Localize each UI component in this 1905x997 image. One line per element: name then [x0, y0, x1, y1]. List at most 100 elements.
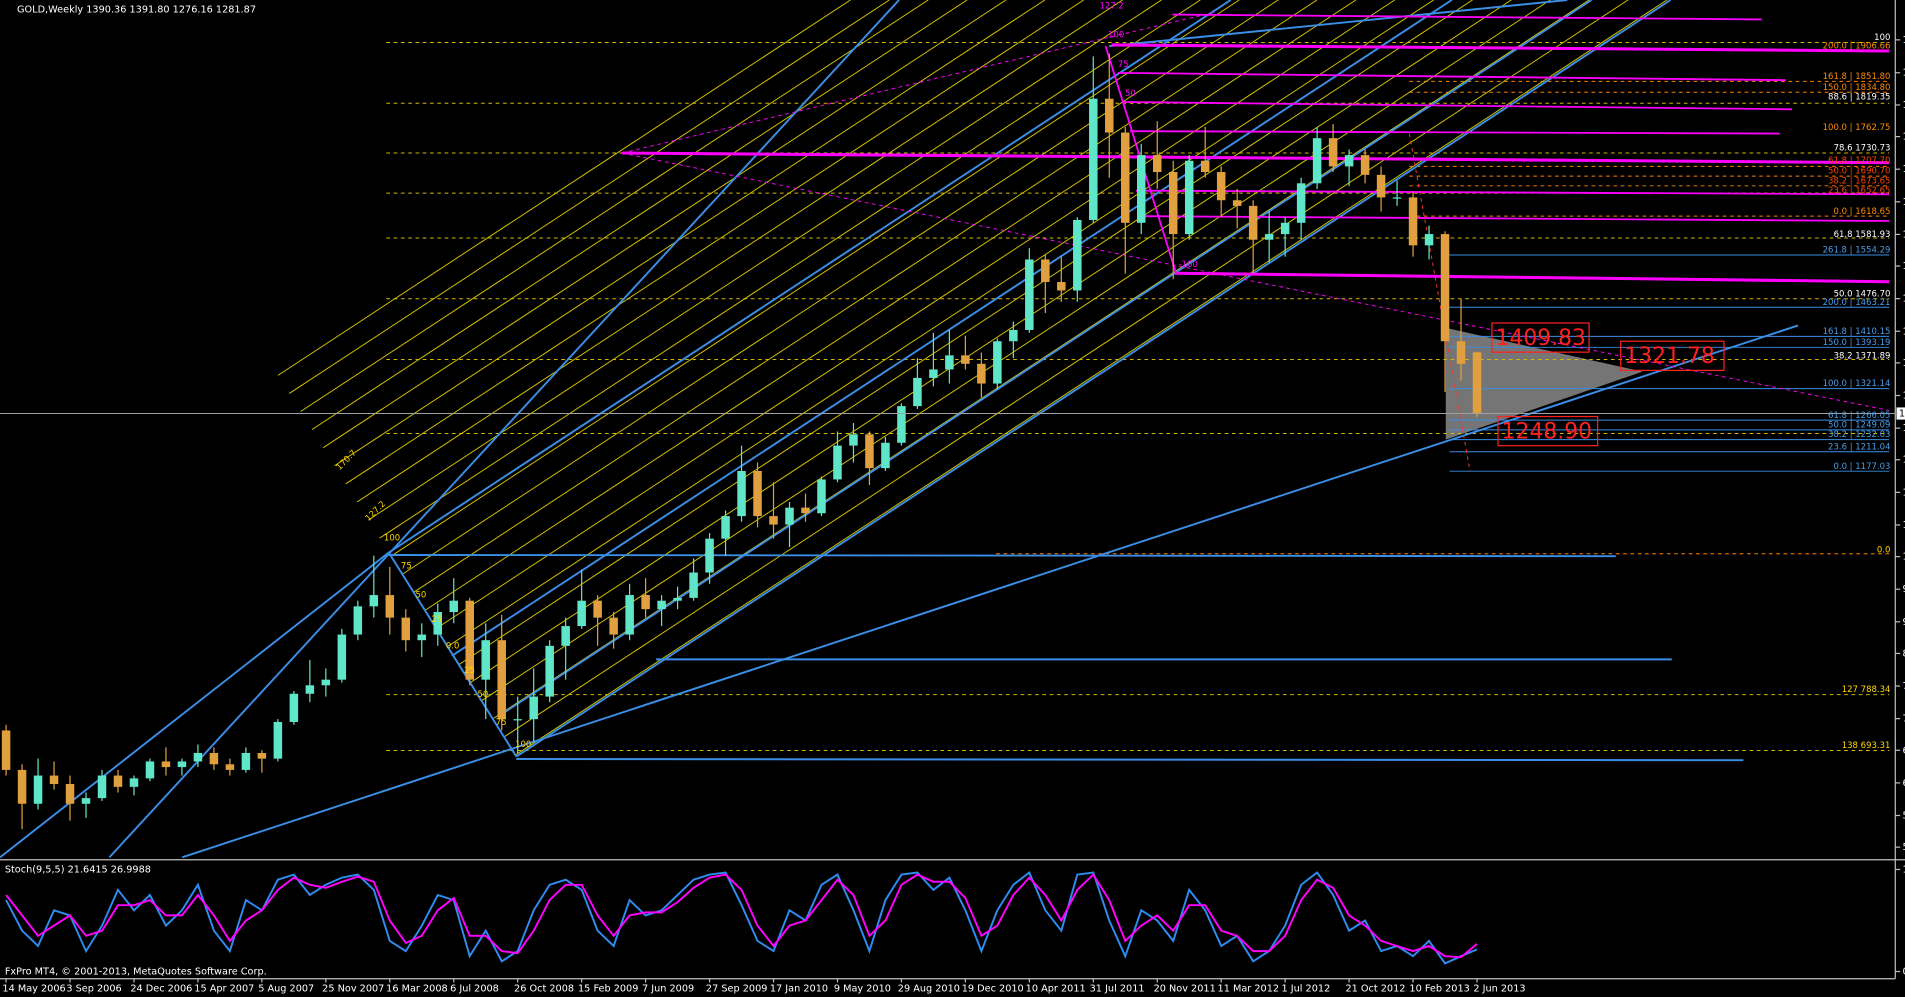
x-tick-label: 15 Apr 2007 — [194, 984, 254, 995]
candle-body — [369, 595, 379, 607]
x-tick-label: 21 Oct 2012 — [1345, 984, 1405, 995]
x-tick-label: 2 Jun 2013 — [1473, 984, 1525, 995]
annotation: 25 — [431, 615, 442, 625]
candle-body — [817, 479, 826, 514]
annotation: 50 — [1125, 89, 1136, 99]
x-tick-label: 20 Nov 2011 — [1154, 984, 1216, 995]
triangle — [1445, 327, 1643, 440]
annotation: 75 — [401, 561, 412, 571]
fan-line — [458, 0, 1473, 666]
candle-body — [993, 341, 1002, 384]
fib-lower — [1449, 254, 1890, 472]
x-tick-label: 25 Nov 2007 — [322, 984, 384, 995]
annotation: 50 — [416, 591, 427, 601]
fan-line — [379, 0, 1201, 539]
stoch-line — [5, 870, 1478, 965]
candle-body — [1472, 352, 1482, 414]
candle-body — [657, 600, 666, 610]
candle-body — [1073, 219, 1082, 291]
candle-body — [929, 369, 938, 378]
annotation: 75 — [1118, 60, 1129, 70]
annotation: 127.2 — [1100, 2, 1124, 12]
y-tick-label: 1828.90 — [1903, 100, 1905, 111]
candle-body — [625, 595, 634, 635]
candle-body — [129, 778, 139, 787]
candle-body — [1392, 197, 1402, 199]
candle-body — [65, 784, 75, 804]
annotation: 38.2 | 1232.03 — [1828, 430, 1890, 440]
candle-body — [865, 434, 874, 469]
copyright: FxPro MT4, © 2001-2013, MetaQuotes Softw… — [5, 966, 267, 977]
annotation: 200.0 | 1463.21 — [1823, 298, 1891, 308]
x-tick-label: 26 Oct 2008 — [514, 984, 574, 995]
x-tick-label: 24 Dec 2006 — [130, 984, 192, 995]
y-tick-label: 1543.30 — [1903, 261, 1905, 272]
stoch-tick-label: 100 — [1903, 864, 1905, 875]
candle-body — [721, 516, 730, 539]
candle-body — [945, 355, 954, 370]
fan-line — [390, 0, 1240, 557]
y-tick-label: 1715.00 — [1903, 164, 1905, 175]
x-tick-label: 29 Aug 2010 — [898, 984, 960, 995]
candle-body — [1232, 200, 1242, 206]
annotation: 23.6 | 1211.04 — [1828, 442, 1890, 452]
candle-body — [1344, 155, 1354, 167]
y-tick-label: 856.50 — [1903, 648, 1905, 659]
candle-body — [561, 626, 570, 646]
pitchfork — [0, 0, 1799, 859]
candle-body — [849, 434, 858, 446]
candle-body — [353, 606, 363, 635]
last-price-label: 1281.87 — [1899, 409, 1905, 420]
candle-body — [1089, 98, 1098, 220]
indicator-title: Stoch(9,5,5) 21.6415 26.9988 — [5, 864, 151, 875]
stoch-tick-label: 0 — [1903, 966, 1905, 977]
candle-body — [1152, 155, 1162, 173]
fan-line — [334, 0, 1046, 467]
x-tick-label: 16 Mar 2008 — [386, 984, 448, 995]
candle-body — [1025, 259, 1034, 330]
x-tick-label: 19 Dec 2010 — [962, 984, 1024, 995]
price-box-label: 1248.90 — [1502, 419, 1592, 444]
candle-body — [1200, 160, 1210, 173]
y-tick-label: 798.70 — [1903, 681, 1905, 692]
candle-body — [673, 597, 682, 601]
candle-body — [1248, 205, 1258, 240]
x-tick-label: 7 Jun 2009 — [642, 984, 694, 995]
fan-line — [345, 0, 1084, 485]
fan-line — [469, 0, 1512, 684]
annotation: 50.0 | 1249.09 — [1828, 421, 1890, 431]
x-tick-label: 15 Feb 2009 — [578, 984, 638, 995]
candle-body — [641, 595, 650, 610]
candle-body — [545, 645, 554, 697]
candle-body — [1136, 155, 1146, 223]
y-tick-label: 513.10 — [1903, 842, 1905, 853]
annotation: 161.8 | 1410.15 — [1823, 327, 1891, 337]
candle-body — [1121, 132, 1130, 223]
annotation: 0.0 | 1177.03 — [1833, 462, 1890, 472]
y-tick-label: 1028.20 — [1903, 552, 1905, 563]
candle-body — [1041, 259, 1050, 283]
candle-body — [113, 775, 123, 787]
candle-body — [337, 634, 347, 680]
y-tick-label: 912.60 — [1903, 617, 1905, 628]
candle-body — [161, 761, 171, 768]
x-tick-label: 11 Mar 2012 — [1218, 984, 1280, 995]
candle-body — [33, 775, 43, 804]
candle-body — [257, 752, 267, 759]
y-tick-label: 1199.90 — [1903, 455, 1905, 466]
annotation: 38.2 | 1673.65 — [1828, 176, 1890, 186]
annotation: 100 — [384, 533, 400, 543]
candle-body — [689, 572, 698, 598]
candle-body — [753, 470, 762, 517]
candle-body — [289, 693, 299, 722]
candle-body — [81, 798, 91, 804]
candle-body — [1216, 172, 1226, 201]
candle-body — [1328, 138, 1338, 167]
x-tick-label: 27 Sep 2009 — [706, 984, 768, 995]
annotation: -100 — [1178, 260, 1197, 270]
y-tick-label: 1944.30 — [1903, 35, 1905, 46]
candle-body — [17, 769, 27, 804]
candle-body — [1360, 155, 1370, 175]
y-tick-label: 1657.20 — [1903, 197, 1905, 208]
